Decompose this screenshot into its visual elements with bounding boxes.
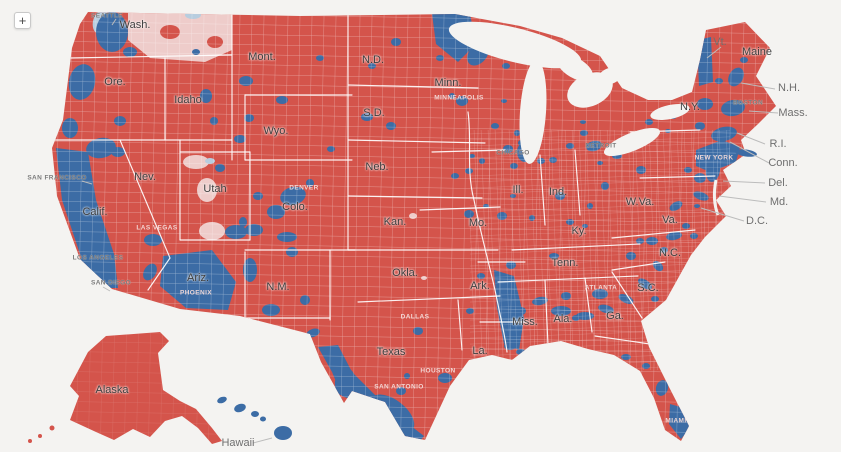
county-grid-fine (470, 130, 730, 370)
state-borders (54, 12, 716, 353)
long-island (735, 149, 757, 157)
hawaii (217, 396, 292, 440)
alaska (28, 332, 222, 444)
great-lakes (448, 21, 720, 216)
leader-lines (81, 18, 779, 444)
zoom-in-button[interactable]: + (14, 12, 31, 29)
